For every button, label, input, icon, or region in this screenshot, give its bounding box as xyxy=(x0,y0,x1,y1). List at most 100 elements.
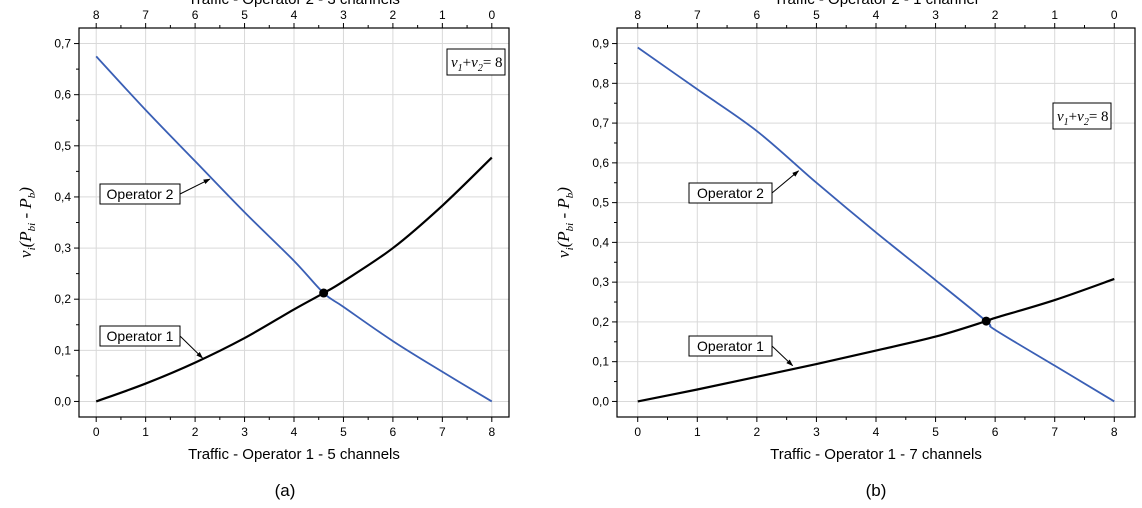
annotation-label: Operator 1 xyxy=(697,338,764,354)
x2-tick-label: 3 xyxy=(932,8,939,22)
y-tick-label: 0,7 xyxy=(54,37,71,51)
x-tick-label: 5 xyxy=(932,425,939,439)
x-tick-label: 3 xyxy=(241,425,248,439)
x-tick-label: 3 xyxy=(813,425,820,439)
y-title-part: (P xyxy=(554,231,573,247)
y-title-part: ) xyxy=(554,187,573,194)
x2-tick-label: 1 xyxy=(439,8,446,22)
x-tick-label: 0 xyxy=(634,425,641,439)
gridlines xyxy=(79,28,509,417)
constraint-part: + xyxy=(1069,109,1077,125)
x-tick-label: 6 xyxy=(992,425,999,439)
y-title-sub: i xyxy=(564,247,576,250)
y-title-sub: bi xyxy=(26,223,38,232)
annotation-label: Operator 2 xyxy=(107,186,174,202)
x2-tick-label: 7 xyxy=(694,8,701,22)
constraint-sub: 2 xyxy=(478,63,483,74)
x-tick-label: 2 xyxy=(754,425,761,439)
y-tick-label: 0,1 xyxy=(592,355,609,369)
y-tick-label: 0,5 xyxy=(54,139,71,153)
x2-tick-label: 5 xyxy=(813,8,820,22)
y-title-part: - P xyxy=(554,198,573,223)
intersection-point xyxy=(981,316,991,326)
constraint-sub: 1 xyxy=(458,63,463,74)
constraint-sub: 1 xyxy=(1064,117,1069,128)
x-tick-label: 4 xyxy=(873,425,880,439)
gridlines xyxy=(617,28,1135,417)
constraint-part: = 8 xyxy=(483,55,503,71)
annotation-label: Operator 1 xyxy=(107,328,174,344)
x2-tick-label: 6 xyxy=(754,8,761,22)
y-tick-label: 0,0 xyxy=(54,394,71,408)
x-tick-label: 6 xyxy=(390,425,397,439)
y-tick-label: 0,3 xyxy=(592,275,609,289)
x2-tick-label: 7 xyxy=(142,8,149,22)
x2-axis-title: Traffic - Operator 2 - 1 channel xyxy=(774,0,978,8)
constraint-part: + xyxy=(463,55,471,71)
x2-tick-label: 0 xyxy=(1111,8,1118,22)
annotation-arrow xyxy=(771,345,794,367)
y-tick-label: 0,9 xyxy=(592,37,609,51)
x2-tick-label: 1 xyxy=(1051,8,1058,22)
x-tick-label: 1 xyxy=(694,425,701,439)
y-tick-label: 0,7 xyxy=(592,116,609,130)
series-line-operator-2 xyxy=(637,46,1115,403)
x2-tick-label: 4 xyxy=(291,8,298,22)
x-tick-label: 2 xyxy=(192,425,199,439)
y-tick-label: 0,4 xyxy=(54,190,71,204)
chart-a: 0 8 1 7 2 6 3 5 4 4 5 3 6 2 7 1 8 0 0,0 0,1 0,2 0,3 0,4 0,5 0,6 0… xyxy=(16,0,510,500)
y-tick-label: 0,4 xyxy=(592,235,609,249)
x-axis-title: Traffic - Operator 1 - 7 channels xyxy=(770,446,982,463)
y-tick-label: 0,8 xyxy=(592,76,609,90)
y-title-part: - P xyxy=(16,198,35,223)
x-tick-label: 1 xyxy=(142,425,149,439)
y-tick-label: 0,5 xyxy=(592,196,609,210)
constraint-part: v xyxy=(1057,109,1064,125)
x2-axis-title: Traffic - Operator 2 - 3 channels xyxy=(188,0,400,8)
series-line-operator-1 xyxy=(637,277,1115,403)
annotation-arrow xyxy=(179,335,204,359)
x-tick-label: 8 xyxy=(1111,425,1118,439)
chart-b: 0 8 1 7 2 6 3 5 4 4 5 3 6 2 7 1 8 0 0,0 0,1 0,2 0,3 0,4 0,5 0,6 0… xyxy=(554,0,1136,500)
y-title-sub: b xyxy=(564,192,576,198)
x-tick-label: 7 xyxy=(439,425,446,439)
x-tick-label: 0 xyxy=(93,425,100,439)
x-tick-label: 8 xyxy=(488,425,495,439)
y-title-part: v xyxy=(554,250,573,258)
x2-tick-label: 0 xyxy=(488,8,495,22)
annotation-arrow xyxy=(771,170,800,194)
constraint-part: = 8 xyxy=(1089,109,1109,125)
annotation-label: Operator 2 xyxy=(697,185,764,201)
intersection-point xyxy=(319,288,329,298)
y-title-part: ) xyxy=(16,187,35,194)
x2-tick-label: 3 xyxy=(340,8,347,22)
y-tick-label: 0,2 xyxy=(54,292,71,306)
x2-tick-label: 6 xyxy=(192,8,199,22)
y-title-part: (P xyxy=(16,231,35,247)
annotation-arrow xyxy=(179,178,211,195)
x2-tick-label: 2 xyxy=(390,8,397,22)
x2-tick-label: 4 xyxy=(873,8,880,22)
x-tick-label: 4 xyxy=(291,425,298,439)
x-tick-label: 5 xyxy=(340,425,347,439)
x2-tick-label: 5 xyxy=(241,8,248,22)
series-line-operator-1 xyxy=(95,156,493,403)
panel-caption: (b) xyxy=(866,481,887,500)
series-line-operator-2 xyxy=(95,55,493,403)
y-title-sub: b xyxy=(26,192,38,198)
y-title-part: v xyxy=(16,250,35,258)
constraint-part: v xyxy=(471,55,478,71)
y-tick-label: 0,2 xyxy=(592,315,609,329)
y-axis-title: vi(Pbi - Pb) xyxy=(554,187,576,258)
y-tick-label: 0,6 xyxy=(54,88,71,102)
constraint-part: v xyxy=(1077,109,1084,125)
x-tick-label: 7 xyxy=(1051,425,1058,439)
x2-tick-label: 8 xyxy=(634,8,641,22)
panel-caption: (a) xyxy=(275,481,296,500)
y-title-sub: i xyxy=(26,247,38,250)
x2-tick-label: 2 xyxy=(992,8,999,22)
constraint-label: v1+v2= 8 xyxy=(451,55,503,74)
constraint-part: v xyxy=(451,55,458,71)
x-axis-title: Traffic - Operator 1 - 5 channels xyxy=(188,446,400,463)
